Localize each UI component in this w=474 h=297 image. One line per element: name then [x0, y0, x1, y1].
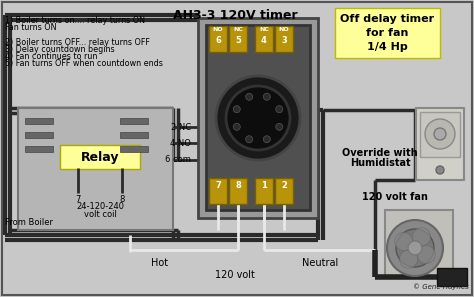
Bar [255, 178, 273, 204]
Bar [209, 178, 227, 204]
Bar [209, 26, 227, 52]
Text: 1) Boiler turns on.... relay turns ON: 1) Boiler turns on.... relay turns ON [5, 16, 145, 25]
Text: 3) Delay countdown begins: 3) Delay countdown begins [5, 45, 115, 54]
Bar [335, 8, 440, 58]
Text: © Gene Haynes: © Gene Haynes [413, 283, 469, 290]
Circle shape [246, 136, 253, 143]
Circle shape [387, 220, 443, 276]
Circle shape [216, 76, 300, 160]
Text: 1: 1 [261, 181, 267, 189]
Text: NO: NO [279, 27, 289, 32]
Circle shape [408, 241, 422, 255]
Circle shape [434, 128, 446, 140]
Bar [275, 178, 293, 204]
Text: 6: 6 [215, 36, 221, 45]
Text: 5: 5 [235, 36, 241, 45]
Text: Neutral: Neutral [302, 258, 338, 268]
Text: From Boiler: From Boiler [5, 218, 53, 227]
Circle shape [263, 93, 270, 100]
Text: volt coil: volt coil [83, 210, 117, 219]
Bar [229, 178, 247, 204]
Text: 8: 8 [119, 195, 125, 204]
Bar [437, 268, 467, 286]
Bar [255, 26, 273, 52]
Bar [420, 112, 460, 157]
Text: 2) Boiler turns OFF... relay turns OFF: 2) Boiler turns OFF... relay turns OFF [5, 38, 150, 47]
Text: 5) Fan turns OFF when countdown ends: 5) Fan turns OFF when countdown ends [5, 59, 163, 68]
Bar [275, 26, 293, 52]
Bar [416, 108, 464, 180]
Circle shape [417, 246, 435, 263]
Text: Off delay timer: Off delay timer [340, 14, 434, 24]
Bar [206, 25, 310, 210]
Text: 120 volt: 120 volt [215, 270, 255, 280]
Circle shape [436, 166, 444, 174]
Bar [120, 118, 148, 124]
Circle shape [400, 250, 418, 268]
Bar [385, 210, 453, 278]
Bar [60, 145, 140, 169]
Text: Humidistat: Humidistat [350, 158, 410, 168]
Bar [25, 146, 53, 152]
Text: Override with: Override with [342, 148, 418, 158]
Circle shape [395, 233, 413, 250]
Text: 2 NC: 2 NC [171, 122, 191, 132]
Text: 7: 7 [215, 181, 221, 189]
Text: 7: 7 [75, 195, 81, 204]
Bar [120, 146, 148, 152]
Bar [25, 118, 53, 124]
Bar [25, 132, 53, 138]
Circle shape [425, 119, 455, 149]
Text: 4 NO: 4 NO [170, 138, 191, 148]
Circle shape [233, 123, 240, 130]
Circle shape [233, 106, 240, 113]
Text: Relay: Relay [81, 151, 119, 164]
Text: Hot: Hot [151, 258, 169, 268]
Text: Fan turns ON: Fan turns ON [5, 23, 56, 32]
Text: 1/4 Hp: 1/4 Hp [366, 42, 407, 52]
Circle shape [412, 228, 430, 246]
Text: 120 volt fan: 120 volt fan [362, 192, 428, 202]
Text: 2: 2 [281, 181, 287, 189]
Text: 4: 4 [261, 36, 267, 45]
Text: 6 com: 6 com [165, 156, 191, 165]
Circle shape [246, 93, 253, 100]
Circle shape [263, 136, 270, 143]
Text: NC: NC [259, 27, 269, 32]
Circle shape [276, 106, 283, 113]
Circle shape [396, 229, 434, 267]
Text: AH3-3 120V timer: AH3-3 120V timer [173, 9, 297, 22]
Text: NO: NO [213, 27, 223, 32]
Text: 3: 3 [281, 36, 287, 45]
Circle shape [276, 123, 283, 130]
Text: 4) Fan continues to run: 4) Fan continues to run [5, 52, 97, 61]
Text: 8: 8 [235, 181, 241, 189]
Circle shape [226, 86, 290, 150]
Bar [18, 108, 173, 230]
Bar [198, 18, 318, 218]
Text: for fan: for fan [366, 28, 408, 38]
Text: NC: NC [233, 27, 243, 32]
Text: 24-120-240: 24-120-240 [76, 202, 124, 211]
Bar [120, 132, 148, 138]
Bar [229, 26, 247, 52]
